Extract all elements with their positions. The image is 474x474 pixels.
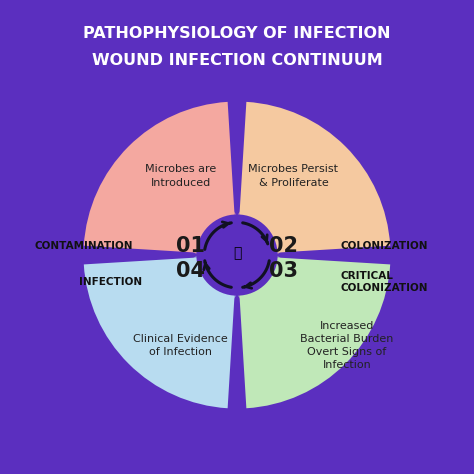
Wedge shape [84, 102, 237, 255]
Circle shape [235, 253, 293, 311]
Circle shape [196, 214, 278, 296]
Wedge shape [237, 255, 390, 408]
Text: 02: 02 [269, 236, 298, 256]
Text: 🌿: 🌿 [233, 246, 241, 260]
Circle shape [181, 253, 239, 311]
Text: CONTAMINATION: CONTAMINATION [35, 241, 133, 251]
Text: 04: 04 [176, 261, 205, 281]
Wedge shape [84, 255, 237, 408]
Text: Microbes Persist
& Proliferate: Microbes Persist & Proliferate [248, 164, 338, 188]
Text: Clinical Evidence
of Infection: Clinical Evidence of Infection [133, 334, 228, 357]
Text: WOUND INFECTION CONTINUUM: WOUND INFECTION CONTINUUM [91, 54, 383, 68]
Circle shape [181, 199, 239, 257]
Text: 01: 01 [176, 236, 205, 256]
Text: 03: 03 [269, 261, 298, 281]
Wedge shape [237, 102, 390, 255]
Text: COLONIZATION: COLONIZATION [341, 241, 428, 251]
Text: INFECTION: INFECTION [79, 277, 142, 287]
Text: CRITICAL
COLONIZATION: CRITICAL COLONIZATION [341, 271, 428, 293]
Text: PATHOPHYSIOLOGY OF INFECTION: PATHOPHYSIOLOGY OF INFECTION [83, 27, 391, 41]
Text: Microbes are
Introduced: Microbes are Introduced [145, 164, 216, 188]
Text: Increased
Bacterial Burden
Overt Signs of
Infection: Increased Bacterial Burden Overt Signs o… [300, 320, 393, 370]
Circle shape [235, 199, 293, 257]
